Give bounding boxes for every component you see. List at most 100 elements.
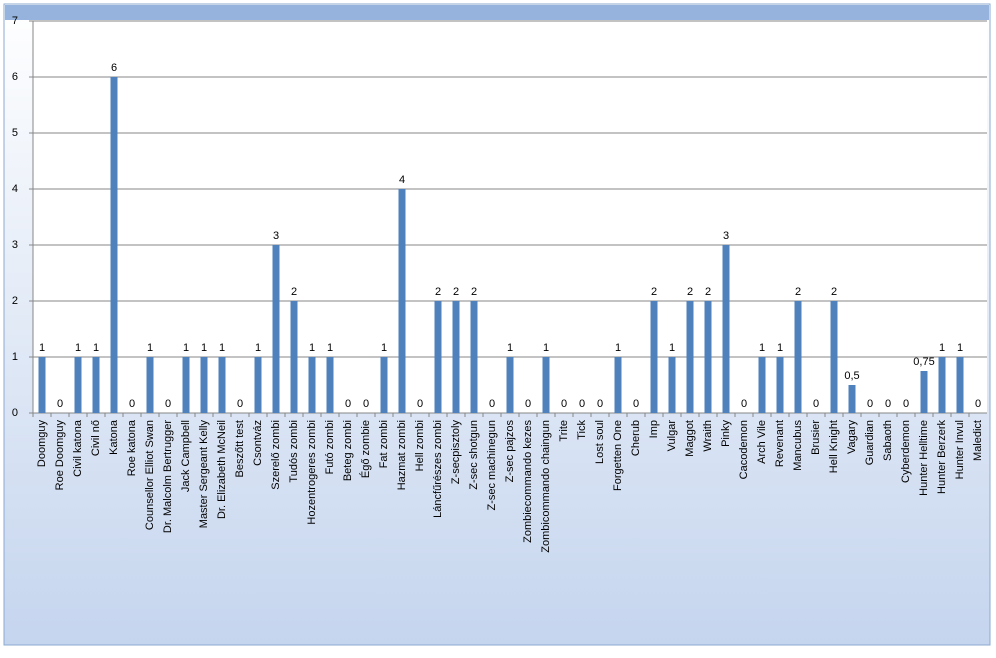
x-tick-label: Zombicommando chaingun	[540, 420, 552, 553]
value-label: 0	[597, 398, 603, 410]
bar	[506, 357, 514, 413]
bar	[434, 301, 442, 413]
x-tick-label: Hazmat zombi	[396, 420, 408, 490]
bar	[326, 357, 334, 413]
x-tick-label: Beteg zombi	[342, 420, 354, 481]
bar	[776, 357, 784, 413]
x-tick-label: Maledict	[972, 420, 984, 461]
x-tick-label: Sabaoth	[882, 420, 894, 461]
bar	[758, 357, 766, 413]
value-label: 0,75	[913, 356, 934, 368]
x-tick-label: Láncfűrészes zombi	[432, 420, 444, 518]
x-tick-label: Z-sec pajzos	[504, 420, 516, 483]
x-tick-label: Tick	[576, 420, 588, 440]
x-tick-label: Wraith	[702, 420, 714, 452]
bar	[938, 357, 946, 413]
value-label: 0	[885, 398, 891, 410]
x-tick-label: Pinky	[720, 420, 732, 447]
bar	[794, 301, 802, 413]
x-tick-label: Revenant	[774, 420, 786, 467]
x-tick-label: Mancubus	[792, 420, 804, 471]
value-label: 0,5	[844, 370, 859, 382]
x-tick-label: Hunter Berzerk	[936, 420, 948, 494]
value-label: 2	[705, 286, 711, 298]
plot-area	[33, 21, 987, 413]
value-label: 0	[525, 398, 531, 410]
bar	[110, 77, 118, 413]
y-tick-label: 1	[12, 351, 18, 363]
bar	[290, 301, 298, 413]
bar	[272, 245, 280, 413]
value-label: 0	[417, 398, 423, 410]
value-label: 1	[669, 342, 675, 354]
value-label: 0	[57, 398, 63, 410]
x-tick-label: Dr. Malcolm Bertrugger	[162, 420, 174, 533]
value-label: 1	[183, 342, 189, 354]
value-label: 0	[741, 398, 747, 410]
x-tick-label: Brusier	[810, 420, 822, 455]
y-tick-label: 6	[12, 71, 18, 83]
x-tick-label: Beszőtt test	[234, 420, 246, 477]
x-tick-label: Trite	[558, 420, 570, 442]
x-tick-label: Civil nő	[90, 420, 102, 456]
value-label: 1	[147, 342, 153, 354]
value-label: 0	[129, 398, 135, 410]
x-tick-label: Master Sergeant Kelly	[198, 420, 210, 529]
x-tick-label: Maggot	[684, 420, 696, 457]
value-label: 0	[345, 398, 351, 410]
value-label: 3	[273, 230, 279, 242]
value-label: 1	[759, 342, 765, 354]
bar	[38, 357, 46, 413]
x-tick-label: Lost soul	[594, 420, 606, 464]
value-label: 1	[777, 342, 783, 354]
bar	[146, 357, 154, 413]
x-tick-label: Cyberdemon	[900, 420, 912, 483]
value-label: 1	[381, 342, 387, 354]
bar	[470, 301, 478, 413]
x-tick-label: Vagary	[846, 420, 858, 455]
value-label: 1	[543, 342, 549, 354]
y-tick-label: 0	[12, 407, 18, 419]
bar	[380, 357, 388, 413]
x-tick-label: Fat zombi	[378, 420, 390, 468]
x-tick-label: Forgetten One	[612, 420, 624, 491]
y-tick-label: 2	[12, 295, 18, 307]
x-tick-label: Égő zombie	[359, 420, 372, 478]
x-tick-label: Hozentrogeres zombi	[306, 420, 318, 525]
x-tick-label: Imp	[648, 420, 660, 438]
value-label: 2	[831, 286, 837, 298]
value-label: 1	[201, 342, 207, 354]
value-label: 1	[615, 342, 621, 354]
y-tick-label: 3	[12, 239, 18, 251]
value-label: 6	[111, 62, 117, 74]
value-label: 1	[93, 342, 99, 354]
x-tick-label: Arch Vile	[756, 420, 768, 464]
value-label: 0	[237, 398, 243, 410]
y-tick-label: 4	[12, 183, 18, 195]
x-tick-label: Guardian	[864, 420, 876, 465]
bar	[542, 357, 550, 413]
x-tick-label: Civil katona	[72, 419, 84, 477]
bar	[200, 357, 208, 413]
value-label: 0	[165, 398, 171, 410]
value-label: 0	[561, 398, 567, 410]
bar	[398, 189, 406, 413]
x-tick-label: Roe Doomguy	[54, 420, 66, 491]
value-label: 2	[795, 286, 801, 298]
value-label: 0	[903, 398, 909, 410]
x-tick-label: Tudós zombi	[288, 420, 300, 483]
bar	[686, 301, 694, 413]
value-label: 2	[291, 286, 297, 298]
bar	[308, 357, 316, 413]
value-label: 3	[723, 230, 729, 242]
x-tick-label: Hunter Helltime	[918, 420, 930, 496]
value-label: 1	[957, 342, 963, 354]
bar	[668, 357, 676, 413]
bar	[920, 371, 928, 413]
x-tick-label: Cherub	[630, 420, 642, 456]
x-tick-label: Katona	[108, 419, 120, 455]
x-tick-label: Szerelő zombi	[270, 420, 282, 490]
x-tick-label: Hell Knight	[828, 420, 840, 473]
value-label: 0	[489, 398, 495, 410]
